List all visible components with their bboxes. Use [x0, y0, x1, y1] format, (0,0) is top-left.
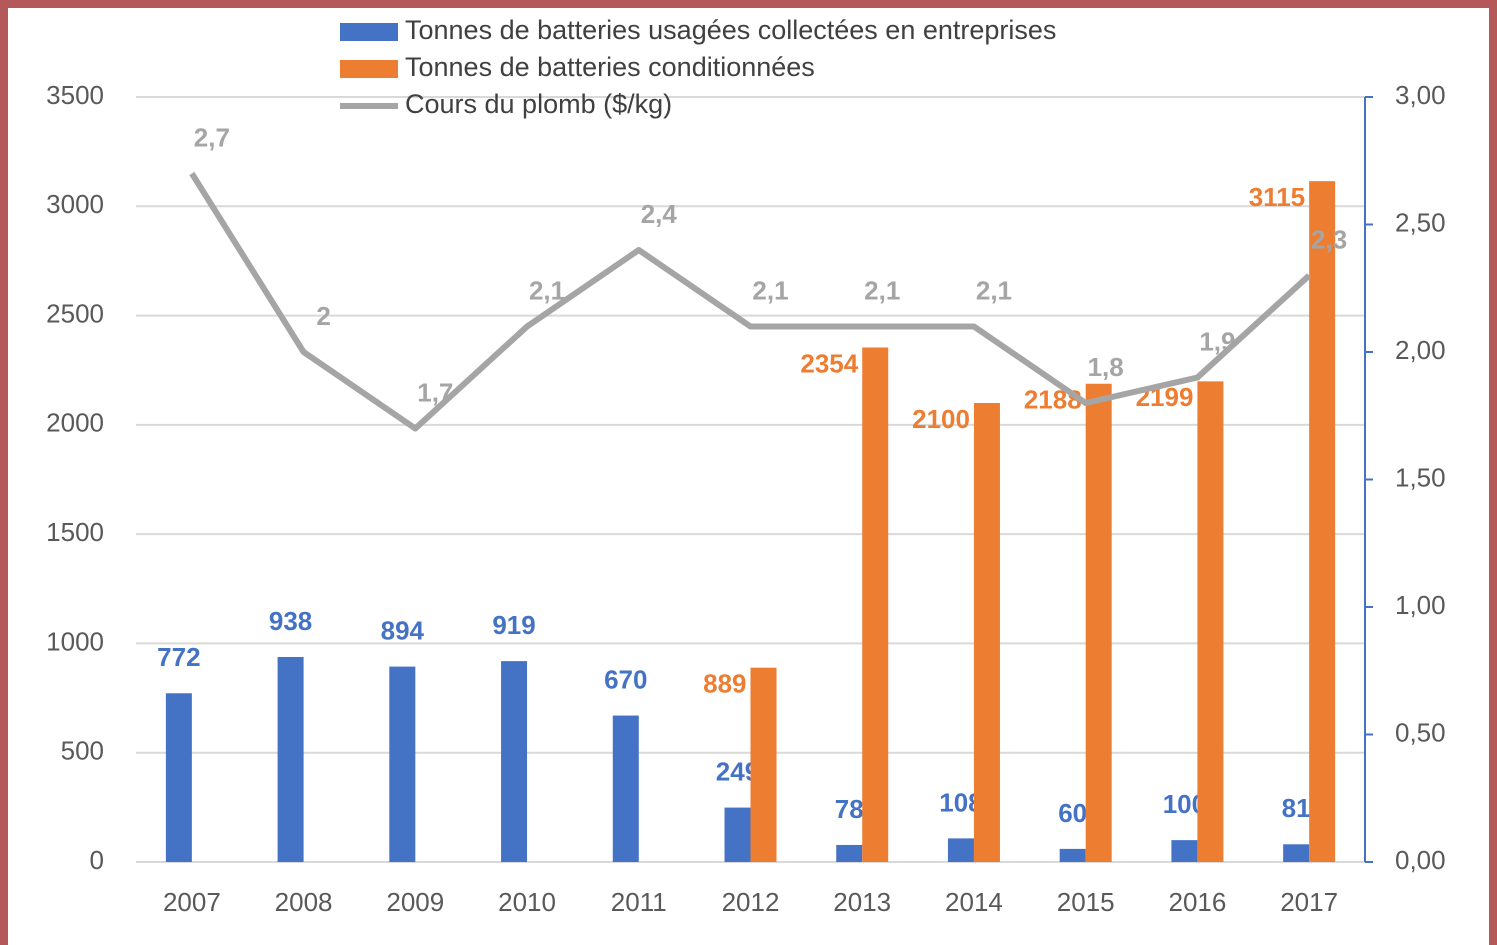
x-tick-label: 2010 [498, 887, 556, 917]
bar-value-label: 2354 [800, 348, 858, 378]
y-tick-label: 2000 [46, 408, 104, 438]
bar-value-label: 78 [835, 794, 864, 824]
bar [612, 715, 639, 862]
y-tick-label: 500 [61, 736, 104, 766]
line-value-label: 1,9 [1199, 326, 1235, 356]
chart-frame [8, 8, 1489, 945]
bar [836, 844, 863, 862]
bar [947, 838, 974, 862]
line-value-label: 1,7 [417, 377, 453, 407]
line-value-label: 2,1 [976, 275, 1012, 305]
bar [1197, 381, 1224, 862]
x-tick-label: 2012 [722, 887, 780, 917]
bar [501, 661, 528, 862]
legend-swatch [340, 60, 398, 78]
bar-value-label: 3115 [1249, 182, 1305, 212]
bar-value-label: 919 [492, 610, 535, 640]
y2-tick-label: 0,00 [1395, 845, 1446, 875]
legend-label: Tonnes de batteries conditionnées [405, 52, 815, 82]
bar [1059, 848, 1086, 862]
bar-value-label: 894 [381, 615, 425, 645]
y2-tick-label: 3,00 [1395, 80, 1446, 110]
x-tick-label: 2017 [1280, 887, 1338, 917]
bar [389, 666, 416, 862]
line-value-label: 2 [316, 301, 330, 331]
bar [1171, 840, 1198, 862]
bar [750, 667, 777, 862]
bar-value-label: 670 [604, 664, 647, 694]
y2-tick-label: 1,00 [1395, 590, 1446, 620]
legend-label: Tonnes de batteries usagées collectées e… [405, 15, 1056, 45]
line-value-label: 2,1 [529, 275, 565, 305]
bar-value-label: 772 [157, 642, 200, 672]
y2-tick-label: 0,50 [1395, 717, 1446, 747]
bar [862, 347, 889, 862]
legend-swatch [340, 23, 398, 41]
bar [973, 403, 1000, 862]
bar [724, 807, 751, 862]
line-value-label: 2,3 [1311, 224, 1347, 254]
bar [1283, 844, 1310, 862]
y-tick-label: 0 [90, 845, 104, 875]
x-tick-label: 2007 [163, 887, 221, 917]
y-tick-label: 1000 [46, 626, 104, 656]
y-tick-label: 1500 [46, 517, 104, 547]
y2-tick-label: 1,50 [1395, 462, 1446, 492]
line-value-label: 2,1 [864, 275, 900, 305]
bar-value-label: 81 [1282, 793, 1311, 823]
y-tick-label: 3000 [46, 189, 104, 219]
bar [277, 656, 304, 862]
x-tick-label: 2014 [945, 887, 1003, 917]
x-tick-label: 2011 [611, 887, 667, 917]
bar-value-label: 2100 [912, 404, 970, 434]
y2-tick-label: 2,50 [1395, 207, 1446, 237]
line-value-label: 1,8 [1088, 352, 1124, 382]
legend-label: Cours du plomb ($/kg) [405, 89, 672, 119]
bar-value-label: 889 [703, 669, 746, 699]
line-value-label: 2,1 [752, 275, 788, 305]
bar-value-label: 938 [269, 606, 312, 636]
bar [1309, 181, 1336, 862]
x-tick-label: 2009 [386, 887, 444, 917]
bar-value-label: 60 [1058, 798, 1087, 828]
x-tick-label: 2015 [1057, 887, 1115, 917]
x-tick-label: 2008 [275, 887, 333, 917]
y-tick-label: 2500 [46, 298, 104, 328]
x-tick-label: 2016 [1168, 887, 1226, 917]
y2-tick-label: 2,00 [1395, 335, 1446, 365]
line-value-label: 2,4 [641, 199, 678, 229]
line-value-label: 2,7 [194, 122, 230, 152]
bar [1085, 383, 1112, 862]
line-series [189, 171, 1312, 432]
bar [165, 693, 192, 862]
bar-value-label: 2188 [1024, 385, 1082, 415]
x-tick-label: 2013 [833, 887, 891, 917]
y-tick-label: 3500 [46, 80, 104, 110]
